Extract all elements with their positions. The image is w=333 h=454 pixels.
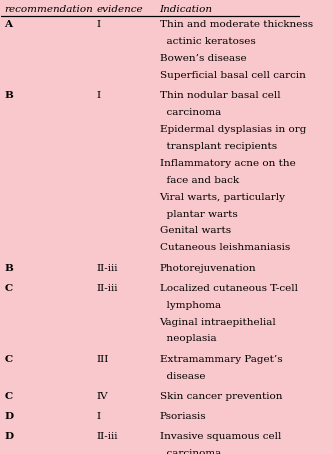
Text: Inflammatory acne on the: Inflammatory acne on the <box>160 159 295 168</box>
Text: Thin and moderate thickness: Thin and moderate thickness <box>160 20 313 30</box>
Text: transplant recipients: transplant recipients <box>160 142 277 151</box>
Text: II-iii: II-iii <box>97 432 118 441</box>
Text: I: I <box>97 91 101 100</box>
Text: Superficial basal cell carcin: Superficial basal cell carcin <box>160 71 305 80</box>
Text: B: B <box>4 91 13 100</box>
Text: Cutaneous leishmaniasis: Cutaneous leishmaniasis <box>160 243 290 252</box>
Text: Indication: Indication <box>160 5 212 14</box>
Text: A: A <box>4 20 12 30</box>
Text: evidence: evidence <box>97 5 144 14</box>
Text: C: C <box>4 284 13 293</box>
Text: Epidermal dysplasias in org: Epidermal dysplasias in org <box>160 125 306 134</box>
Text: B: B <box>4 263 13 272</box>
Text: plantar warts: plantar warts <box>160 210 237 218</box>
Text: Thin nodular basal cell: Thin nodular basal cell <box>160 91 280 100</box>
Text: D: D <box>4 432 14 441</box>
Text: neoplasia: neoplasia <box>160 335 216 343</box>
Text: I: I <box>97 412 101 421</box>
Text: Psoriasis: Psoriasis <box>160 412 206 421</box>
Text: D: D <box>4 412 14 421</box>
Text: carcinoma: carcinoma <box>160 449 221 454</box>
Text: Vaginal intraepithelial: Vaginal intraepithelial <box>160 317 276 326</box>
Text: IV: IV <box>97 392 109 401</box>
Text: I: I <box>97 20 101 30</box>
Text: C: C <box>4 355 13 364</box>
Text: Genital warts: Genital warts <box>160 227 231 236</box>
Text: carcinoma: carcinoma <box>160 108 221 117</box>
Text: Skin cancer prevention: Skin cancer prevention <box>160 392 282 401</box>
Text: II-iii: II-iii <box>97 263 118 272</box>
Text: Localized cutaneous T-cell: Localized cutaneous T-cell <box>160 284 298 293</box>
Text: Photorejuvenation: Photorejuvenation <box>160 263 256 272</box>
Text: Extramammary Paget’s: Extramammary Paget’s <box>160 355 282 364</box>
Text: Viral warts, particularly: Viral warts, particularly <box>160 192 285 202</box>
Text: recommendation: recommendation <box>4 5 93 14</box>
Text: face and back: face and back <box>160 176 239 185</box>
Text: lymphoma: lymphoma <box>160 301 221 310</box>
Text: actinic keratoses: actinic keratoses <box>160 37 255 46</box>
Text: II-iii: II-iii <box>97 284 118 293</box>
Text: Invasive squamous cell: Invasive squamous cell <box>160 432 281 441</box>
Text: Bowen’s disease: Bowen’s disease <box>160 54 246 63</box>
Text: C: C <box>4 392 13 401</box>
Text: III: III <box>97 355 109 364</box>
Text: disease: disease <box>160 371 205 380</box>
